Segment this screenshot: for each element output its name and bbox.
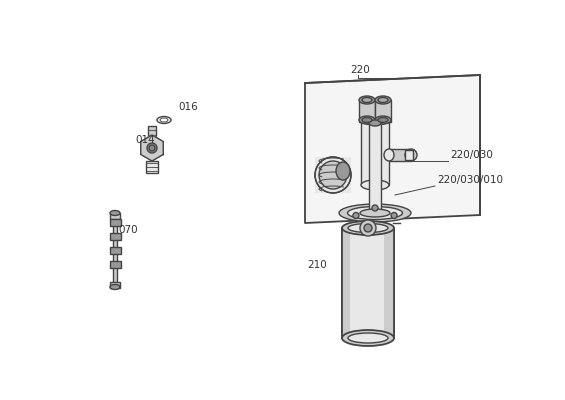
Ellipse shape <box>378 118 388 122</box>
Ellipse shape <box>360 209 390 217</box>
Bar <box>110 282 120 288</box>
Bar <box>315 157 351 193</box>
Ellipse shape <box>378 98 388 102</box>
Bar <box>361 120 389 185</box>
Circle shape <box>353 212 359 218</box>
Bar <box>110 247 121 254</box>
Ellipse shape <box>347 206 402 220</box>
Ellipse shape <box>375 116 391 124</box>
Ellipse shape <box>361 180 389 190</box>
Bar <box>110 219 121 226</box>
Ellipse shape <box>384 149 394 161</box>
Circle shape <box>391 212 397 218</box>
Text: 210: 210 <box>307 260 327 270</box>
Ellipse shape <box>359 116 375 124</box>
Bar <box>375 100 391 122</box>
Ellipse shape <box>342 221 394 235</box>
Bar <box>405 150 413 160</box>
Bar <box>342 228 350 338</box>
Bar <box>113 218 117 283</box>
Ellipse shape <box>361 115 389 125</box>
Bar <box>384 228 394 338</box>
Ellipse shape <box>362 98 372 102</box>
Text: 014: 014 <box>135 135 155 145</box>
Bar <box>146 161 158 173</box>
Ellipse shape <box>359 96 375 104</box>
Ellipse shape <box>319 161 347 189</box>
Circle shape <box>372 205 378 211</box>
Text: 220/030/010: 220/030/010 <box>437 175 503 185</box>
Text: 016: 016 <box>178 102 198 112</box>
Ellipse shape <box>348 333 388 343</box>
Ellipse shape <box>342 330 394 346</box>
Bar <box>359 100 375 122</box>
Bar <box>148 126 156 136</box>
Circle shape <box>147 143 157 153</box>
Ellipse shape <box>336 162 350 180</box>
Bar <box>110 233 121 240</box>
Bar <box>342 228 394 338</box>
Ellipse shape <box>375 96 391 104</box>
Ellipse shape <box>315 157 351 193</box>
Ellipse shape <box>405 149 417 161</box>
Ellipse shape <box>110 210 120 216</box>
Ellipse shape <box>110 284 120 290</box>
Circle shape <box>360 220 376 236</box>
Bar <box>110 261 121 268</box>
Bar <box>369 123 381 213</box>
Ellipse shape <box>348 224 388 232</box>
Ellipse shape <box>339 204 411 222</box>
Circle shape <box>364 224 372 232</box>
Polygon shape <box>141 135 163 161</box>
Ellipse shape <box>369 120 381 126</box>
Circle shape <box>149 145 155 151</box>
Text: 220/030: 220/030 <box>450 150 493 160</box>
Text: 220: 220 <box>350 65 370 75</box>
Polygon shape <box>305 75 480 223</box>
Text: 070: 070 <box>118 225 138 235</box>
Bar <box>110 213 120 219</box>
Ellipse shape <box>362 118 372 122</box>
Bar <box>389 149 411 161</box>
